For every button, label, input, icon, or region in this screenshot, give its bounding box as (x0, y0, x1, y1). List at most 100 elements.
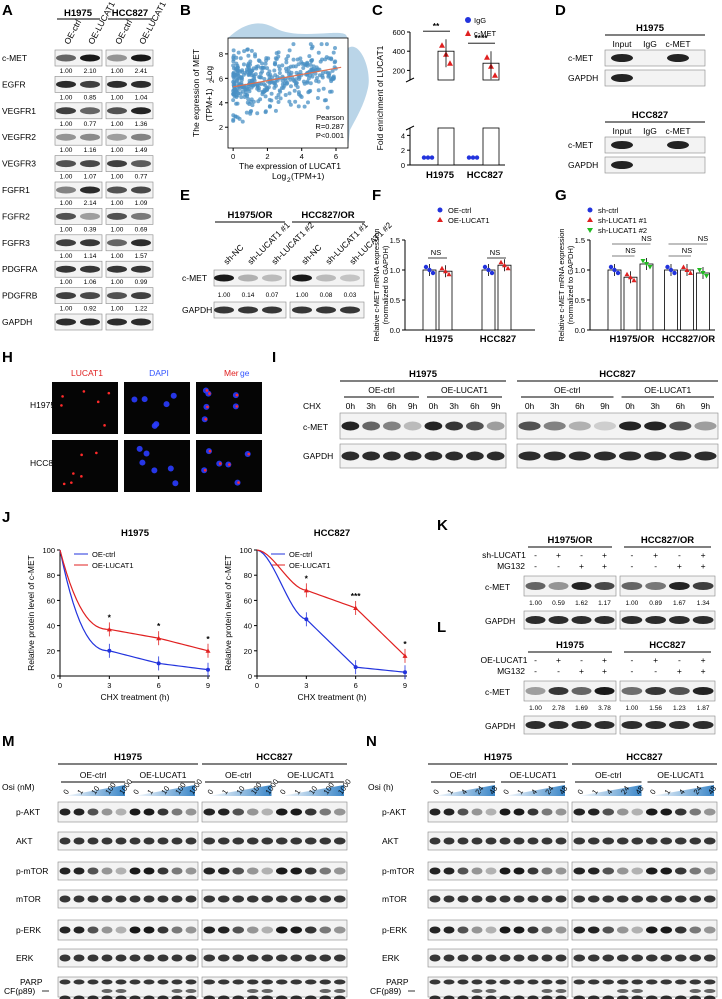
parp-band (541, 979, 553, 985)
data-point (684, 267, 690, 272)
legend-label-igg: IgG (474, 16, 486, 25)
blot-band (247, 808, 259, 816)
blot-band (689, 926, 701, 934)
data-point (353, 665, 358, 670)
scatter-point (325, 105, 330, 110)
scatter-point (267, 104, 272, 109)
gapdh-band (617, 995, 629, 999)
y-tick-label: 200 (392, 66, 405, 75)
treatment-sign: - (630, 561, 633, 571)
x-tick-label: 9 (206, 681, 210, 690)
panel-label-l: L (437, 619, 446, 636)
blot-band (290, 867, 302, 875)
treatment-sign: - (534, 666, 537, 676)
blot-band (115, 926, 127, 934)
blot-band (319, 808, 331, 816)
sig-mark: **** (474, 33, 488, 43)
data-point (498, 259, 504, 265)
blot-band (290, 895, 302, 903)
parp-band (334, 979, 346, 985)
blot-strip (523, 715, 617, 735)
blot-band (513, 837, 525, 845)
blot-band (646, 926, 658, 934)
blot-strip (57, 801, 199, 823)
dose-label: 1000 (187, 777, 204, 796)
scatter-point (308, 42, 313, 47)
gapdh-band (571, 721, 592, 729)
band-quant: 1.00 (529, 600, 542, 607)
y-tick-label: 100 (239, 546, 252, 555)
band-quant: 0.89 (649, 600, 662, 607)
lucat1-signal (204, 417, 208, 421)
blot-band (56, 212, 76, 220)
parp-band (290, 979, 302, 985)
treatment-sign: + (701, 655, 706, 665)
cmet-band (619, 421, 642, 431)
blot-band (80, 239, 100, 247)
blot-band (232, 926, 244, 934)
blot-band (129, 954, 141, 962)
scatter-point (302, 104, 307, 109)
igg-point (425, 155, 431, 160)
treatment-sign: + (602, 561, 607, 571)
band-quant: 1.34 (697, 600, 710, 607)
y-tick-label: 0 (248, 672, 252, 681)
x-tick-label: 3 (107, 681, 111, 690)
scatter-point (296, 104, 301, 109)
group-label: OE-ctrl (80, 770, 107, 780)
row-label: PARP (386, 977, 409, 987)
band-quant: 1.00 (626, 600, 639, 607)
scatter-point (231, 117, 236, 122)
blot-strip (523, 610, 617, 630)
blot-band (617, 867, 629, 875)
band-quant: 1.00 (60, 200, 73, 207)
scatter-point (301, 66, 306, 71)
blot-band (471, 837, 483, 845)
cmet-band (644, 421, 667, 431)
blot-band (115, 808, 127, 816)
blot-band (143, 954, 155, 962)
band-quant: 0.03 (344, 292, 357, 299)
series-line (59, 549, 209, 652)
blot-strip (427, 861, 569, 881)
blot-band (107, 292, 127, 300)
group-label: OE-ctrl (450, 770, 477, 780)
gapdh-band (316, 306, 336, 314)
band-quant: 1.67 (673, 600, 686, 607)
scatter-point (245, 100, 250, 105)
lucat1-signal (107, 391, 111, 395)
blot-band (203, 895, 215, 903)
scatter-point (273, 73, 278, 78)
blot-strip (54, 155, 103, 172)
stat-text: R=0.287 (315, 122, 344, 131)
lucat1-signal (103, 424, 106, 427)
scatter-point (260, 61, 265, 66)
blot-band (527, 867, 539, 875)
blot-band (513, 926, 525, 934)
dose-label: 1000 (117, 777, 134, 796)
parp-band (87, 979, 99, 985)
gapdh-band (548, 616, 569, 624)
band-quant: 1.04 (135, 94, 148, 101)
band-quant: 1.36 (135, 121, 148, 128)
cf-band (185, 989, 197, 993)
sig-mark: ** (433, 21, 440, 31)
blot-band (107, 160, 127, 168)
scatter-point (324, 42, 329, 47)
scatter-point (246, 53, 251, 58)
cmet-band (669, 687, 690, 695)
row-label-fgfr2: FGFR2 (2, 211, 30, 221)
parp-band (171, 979, 183, 985)
bar (481, 269, 496, 331)
blot-band (429, 926, 441, 934)
scatter-point (333, 45, 338, 50)
scatter-point (293, 99, 298, 104)
blot-band (131, 318, 151, 326)
gapdh-band (602, 995, 614, 999)
cmet-band (525, 582, 546, 590)
group-label: OE-LUCAT1 (139, 770, 186, 780)
parp-band (675, 979, 687, 985)
scatter-point (288, 84, 293, 89)
blot-band (631, 808, 643, 816)
gapdh-band (645, 721, 666, 729)
